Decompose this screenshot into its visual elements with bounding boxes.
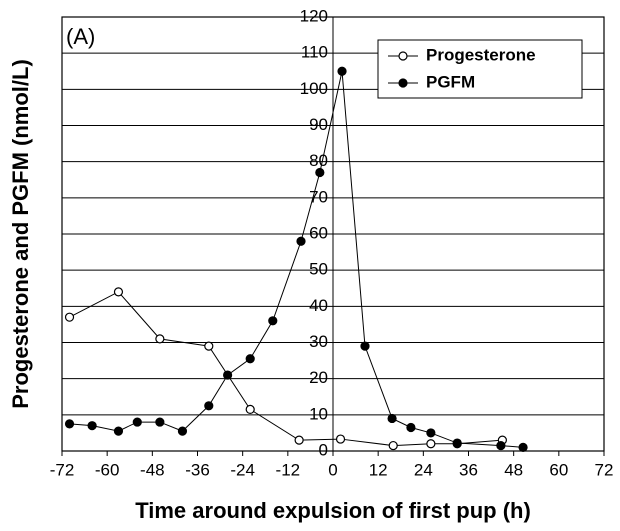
legend-label: PGFM [426,72,475,91]
marker [452,438,462,448]
marker [113,287,124,297]
marker [113,426,124,436]
marker [426,439,436,449]
marker [177,426,188,436]
legend: Progesterone PGFM [377,39,583,99]
marker [294,435,304,445]
x-tick-label: 36 [459,460,478,479]
y-tick-label: 80 [309,151,328,170]
marker [245,404,255,415]
marker [155,334,165,344]
x-tick-label: 60 [549,460,568,479]
x-tick-label: -24 [230,460,255,479]
y-tick-label: 90 [309,115,328,134]
marker [315,167,325,178]
y-tick-label: 50 [309,260,328,279]
x-tick-label: 48 [504,460,523,479]
marker [204,341,214,351]
x-tick-label: 0 [328,460,337,479]
x-tick-label: 72 [595,460,614,479]
marker [64,312,75,322]
marker [335,434,346,444]
x-axis-label: Time around expulsion of first pup (h) [135,498,531,523]
y-tick-label: 40 [309,296,328,315]
marker [518,442,528,452]
marker [223,370,233,380]
y-tick-label: 70 [309,187,328,206]
marker [388,440,398,451]
marker [204,401,214,411]
marker [398,51,408,61]
marker [296,236,306,246]
legend-box [377,39,583,99]
y-tick-label: 30 [309,332,328,351]
marker [426,428,436,438]
marker [245,354,255,364]
x-tick-label: -60 [95,460,120,479]
y-tick-label: 20 [309,368,328,387]
y-tick-label: 0 [319,440,328,459]
marker [398,78,408,88]
y-tick-label: 100 [300,79,328,98]
legend-label: Progesterone [426,45,536,64]
marker [87,421,97,431]
annotation: (A) [66,24,95,49]
marker [360,341,370,351]
marker [387,413,397,424]
x-tick-label: 12 [369,460,388,479]
y-tick-label: 10 [309,404,328,423]
x-tick-label: -72 [50,460,75,479]
y-axis-label: Progesterone and PGFM (nmol/L) [8,59,33,409]
y-tick-label: 120 [300,6,328,25]
marker [64,419,75,429]
marker [132,417,142,427]
x-tick-label: 24 [414,460,433,479]
marker [268,316,278,326]
x-tick-label: -12 [276,460,301,479]
y-tick-label: 60 [309,223,328,242]
marker [496,440,506,451]
marker [155,417,165,427]
marker [406,422,416,433]
x-tick-label: -36 [185,460,210,479]
y-tick-label: 110 [301,43,328,62]
series-line [69,71,524,448]
marker [337,66,347,76]
x-tick-label: -48 [140,460,165,479]
